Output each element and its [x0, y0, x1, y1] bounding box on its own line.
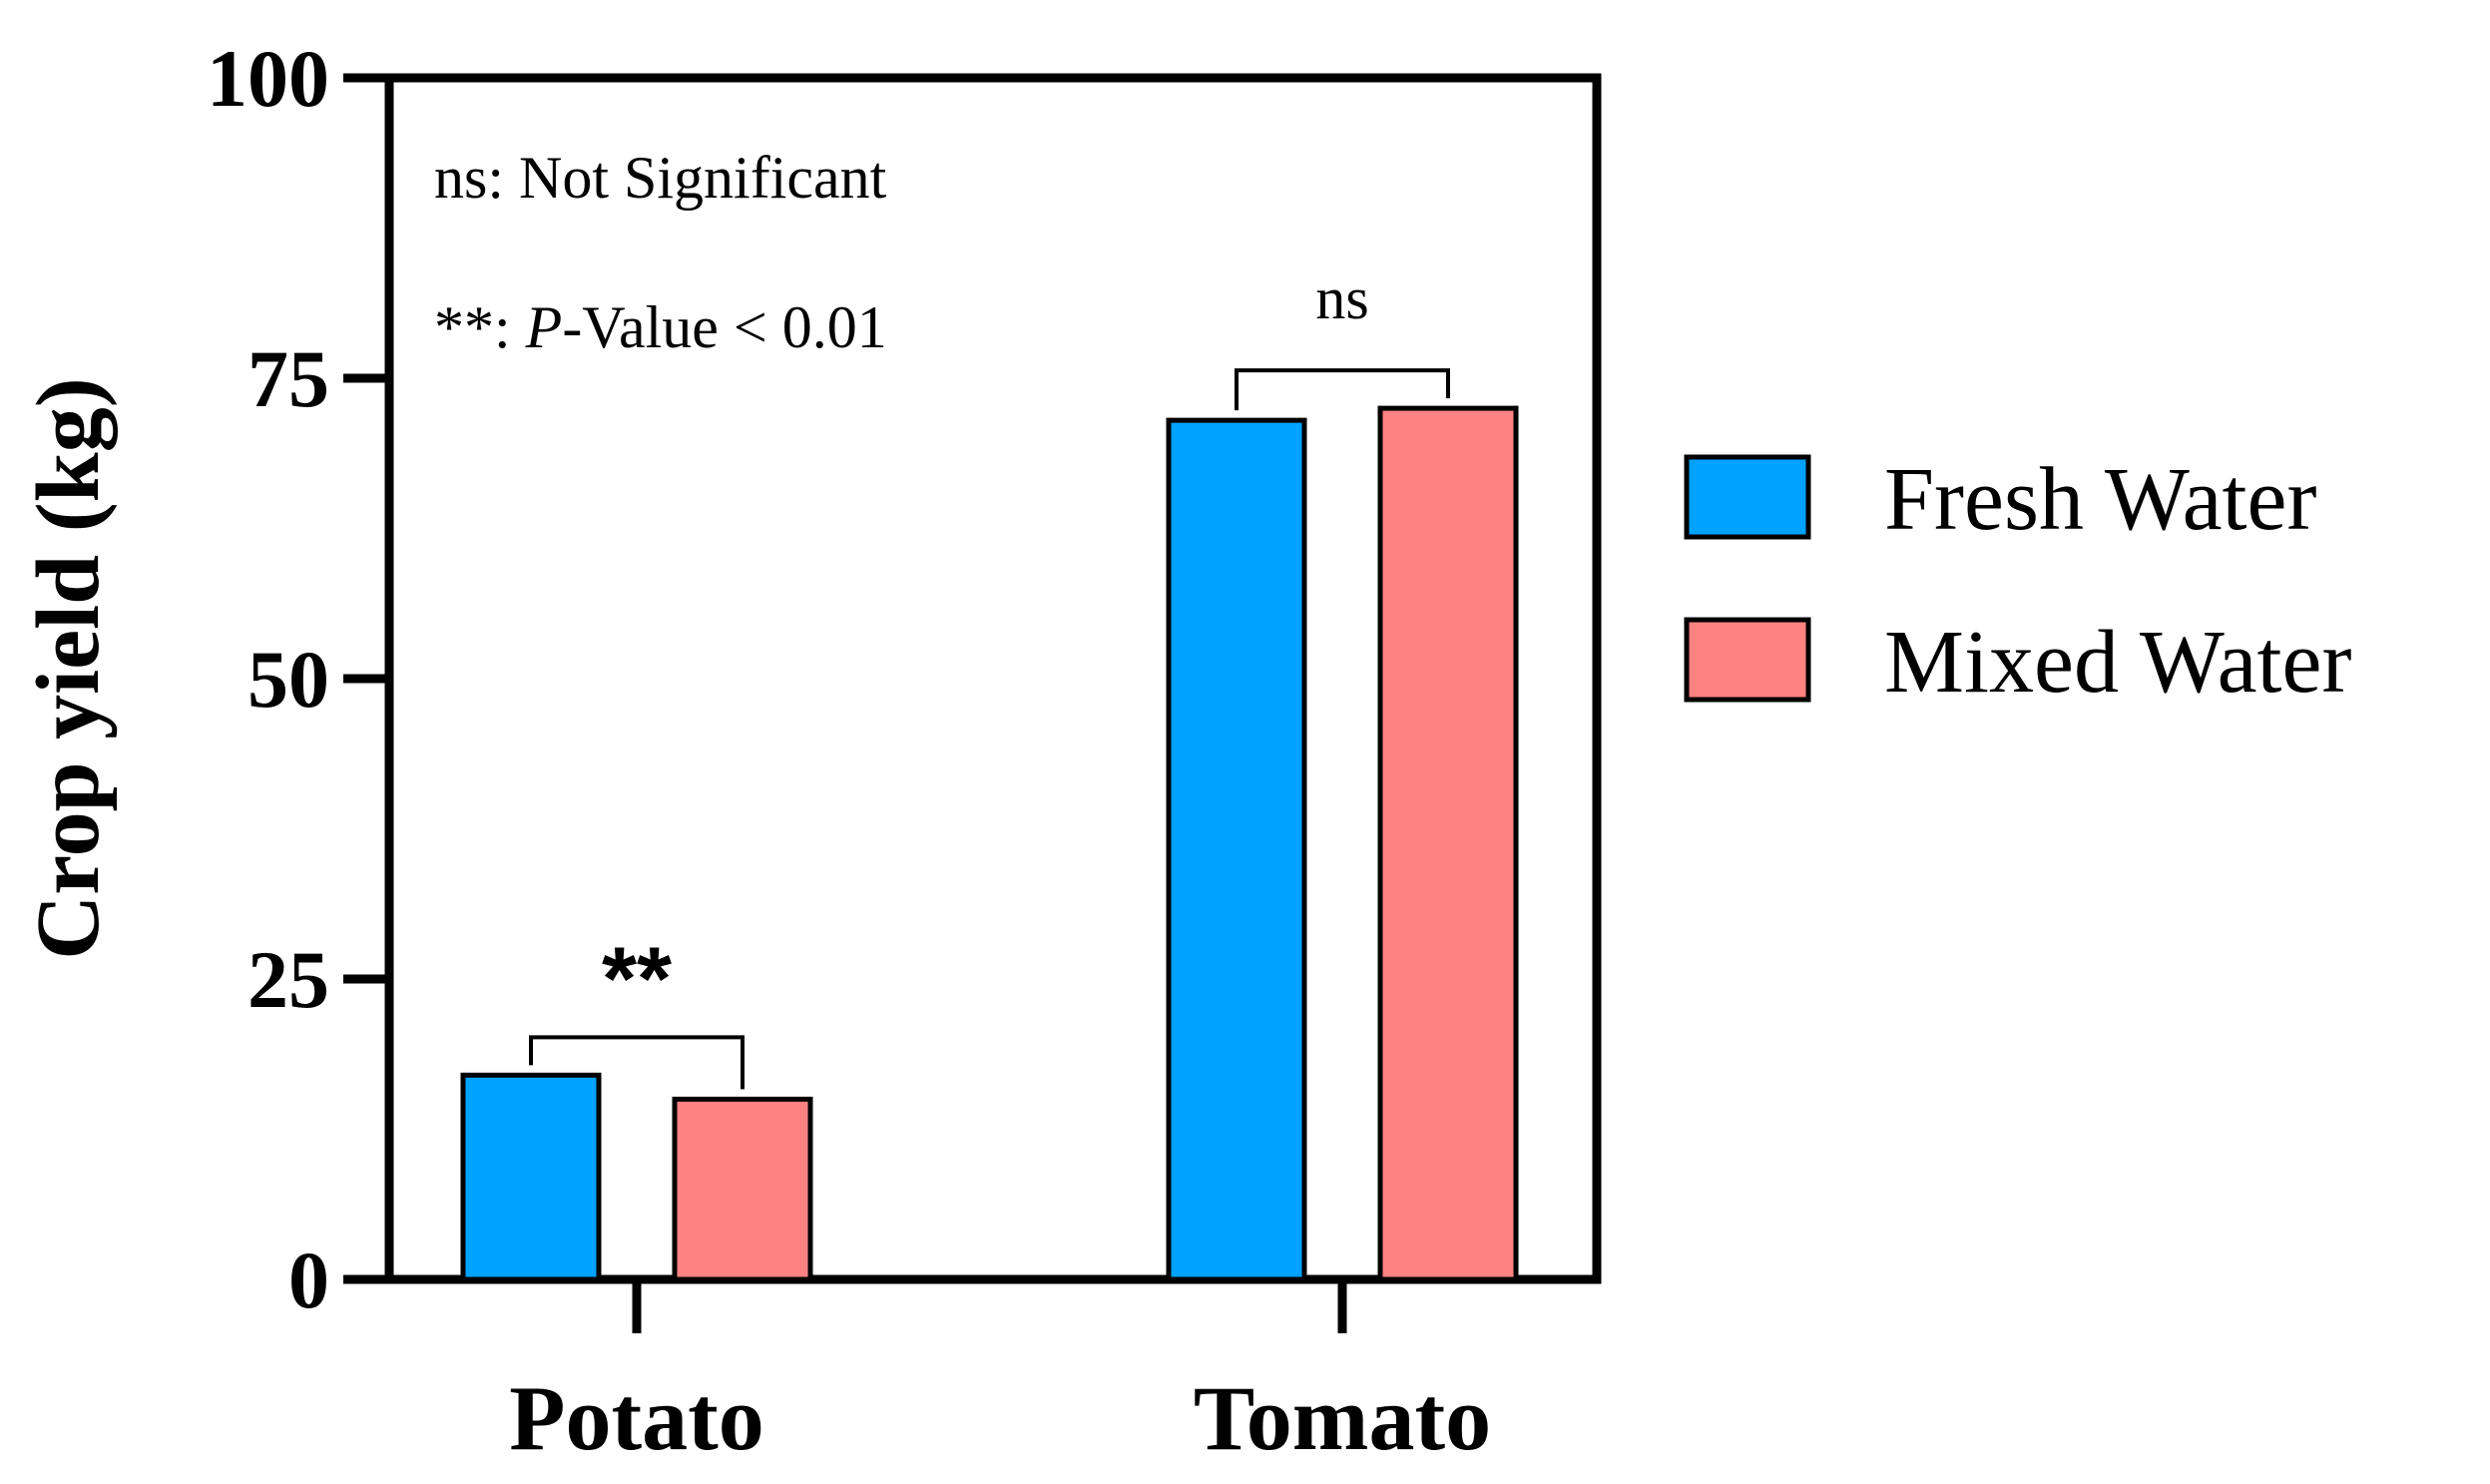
- y-axis-title: Crop yield (kg): [19, 377, 118, 959]
- significance-label-tomato: ns: [1315, 265, 1368, 331]
- annotation-pvalue-p: P: [525, 294, 563, 360]
- bar-potato-fresh-water: [460, 1072, 602, 1282]
- legend-swatch-mixed-water: [1684, 617, 1811, 703]
- y-tick-label: 75: [248, 333, 329, 424]
- annotation-ns: ns: Not Significant: [434, 145, 887, 211]
- annotation-pvalue: **: P-Value < 0.01: [434, 294, 887, 360]
- y-tick-label: 0: [288, 1235, 329, 1325]
- legend: Fresh Water Mixed Water: [1684, 450, 2351, 712]
- bar-potato-mixed-water: [672, 1096, 813, 1282]
- y-tick-label: 100: [207, 33, 329, 124]
- x-axis: Potato Tomato: [509, 1279, 1491, 1469]
- y-axis: 0 25 50 75 100: [207, 33, 389, 1325]
- significance-bracket-tomato: [1235, 368, 1450, 411]
- significance-bracket-potato: [529, 1035, 745, 1090]
- significance-label-potato: **: [602, 929, 672, 1029]
- y-tick-label: 25: [248, 934, 329, 1025]
- category-label-potato: Potato: [509, 1367, 763, 1469]
- legend-label-fresh-water: Fresh Water: [1884, 450, 2317, 549]
- category-label-tomato: Tomato: [1194, 1367, 1491, 1469]
- annotation-pvalue-prefix: **:: [434, 294, 526, 360]
- y-tick-label: 50: [248, 634, 329, 725]
- bar-tomato-mixed-water: [1377, 405, 1519, 1282]
- annotation-pvalue-suffix: -Value < 0.01: [562, 294, 886, 360]
- bar-tomato-fresh-water: [1166, 417, 1307, 1282]
- legend-label-mixed-water: Mixed Water: [1884, 613, 2351, 712]
- bar-series: [460, 405, 1519, 1282]
- significance-brackets: ** ns: [529, 265, 1450, 1090]
- legend-swatch-fresh-water: [1684, 454, 1811, 540]
